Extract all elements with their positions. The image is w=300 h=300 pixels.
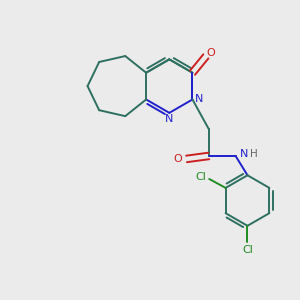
Text: N: N xyxy=(240,148,248,159)
Text: O: O xyxy=(207,48,216,58)
Text: N: N xyxy=(165,114,173,124)
Text: O: O xyxy=(174,154,183,164)
Text: Cl: Cl xyxy=(242,245,253,256)
Text: Cl: Cl xyxy=(196,172,206,182)
Text: H: H xyxy=(250,148,258,159)
Text: N: N xyxy=(195,94,203,104)
